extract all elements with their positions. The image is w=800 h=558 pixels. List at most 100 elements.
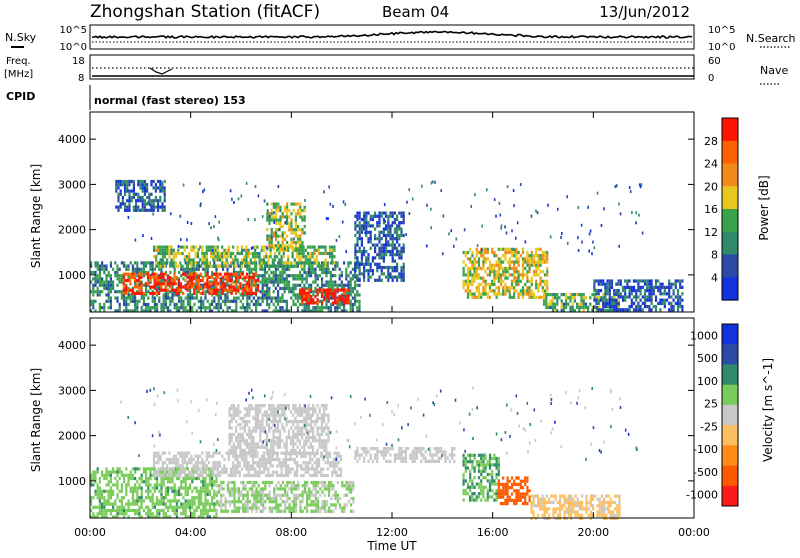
range-cell [234,255,237,259]
range-cell [517,250,520,255]
range-cell [200,309,203,313]
range-cell [378,237,381,241]
range-cell [175,515,178,519]
range-cell [300,454,303,458]
range-cell [153,267,156,271]
range-cell [219,283,222,287]
range-cell [323,500,326,504]
echo-point [619,212,622,216]
range-cell [546,282,549,287]
range-cell [239,293,242,297]
echo-point [179,214,182,218]
range-cell [184,285,187,289]
range-cell [286,500,289,504]
range-cell [646,295,649,299]
range-cell [138,272,141,276]
range-cell [147,508,150,513]
range-cell [389,214,392,218]
range-cell [301,240,304,245]
range-cell [147,280,150,284]
echo-point [577,206,580,209]
range-cell [356,283,359,287]
range-cell [321,506,324,510]
range-cell [235,452,238,456]
range-cell [168,279,172,283]
range-cell [499,257,503,261]
range-cell [131,288,134,292]
range-cell [134,309,137,313]
range-cell [336,301,339,305]
range-cell [484,279,487,283]
range-cell [301,274,304,278]
range-cell [229,261,233,265]
range-cell [181,251,184,256]
range-cell [621,298,625,302]
range-cell [305,306,308,310]
range-cell [191,496,194,500]
range-cell [105,483,108,487]
range-cell [115,183,118,187]
range-cell [504,266,507,271]
range-cell [358,230,361,234]
range-cell [369,214,372,218]
range-cell [161,473,164,478]
range-cell [239,410,242,414]
range-cell [265,251,268,256]
range-cell [179,470,182,474]
range-cell [303,487,306,491]
range-cell [185,255,189,259]
range-cell [249,473,252,478]
range-cell [672,308,675,312]
range-cell [293,461,296,465]
range-cell [643,279,647,283]
range-cell [464,263,467,267]
range-cell [321,490,324,494]
echo-point [277,185,280,188]
range-cell [391,265,394,270]
range-cell [94,283,97,287]
range-cell [207,245,211,249]
range-cell [271,264,274,268]
range-cell [565,302,568,306]
range-cell [138,496,141,500]
range-cell [169,309,172,313]
echo-point [498,201,501,205]
range-cell [668,285,671,289]
range-cell [325,503,328,507]
range-cell [268,267,271,271]
range-cell [249,251,252,256]
range-cell [475,276,478,280]
range-cell [98,502,101,506]
range-cell [284,490,287,494]
range-cell [191,515,194,519]
range-cell [400,269,403,273]
range-cell [332,280,335,284]
range-cell [180,492,183,497]
range-cell [237,496,240,501]
range-cell [270,509,273,513]
range-cell [314,503,317,507]
range-cell [182,306,185,310]
range-cell [169,499,172,503]
range-cell [681,308,684,312]
range-cell [205,473,208,478]
range-cell [356,240,359,244]
range-cell [163,251,167,256]
range-cell [313,261,316,265]
range-cell [160,486,163,490]
range-cell [486,273,489,277]
range-cell [301,493,304,497]
range-cell [565,305,568,309]
range-cell [190,470,193,474]
range-cell [350,490,353,494]
range-cell [646,282,649,286]
echo-point [273,211,275,215]
range-cell [360,243,363,247]
echo-point [430,226,432,230]
range-cell [168,255,171,259]
range-cell [385,243,388,247]
range-cell [140,499,143,503]
range-cell [212,264,215,268]
range-cell [196,251,200,256]
range-cell [376,224,379,228]
